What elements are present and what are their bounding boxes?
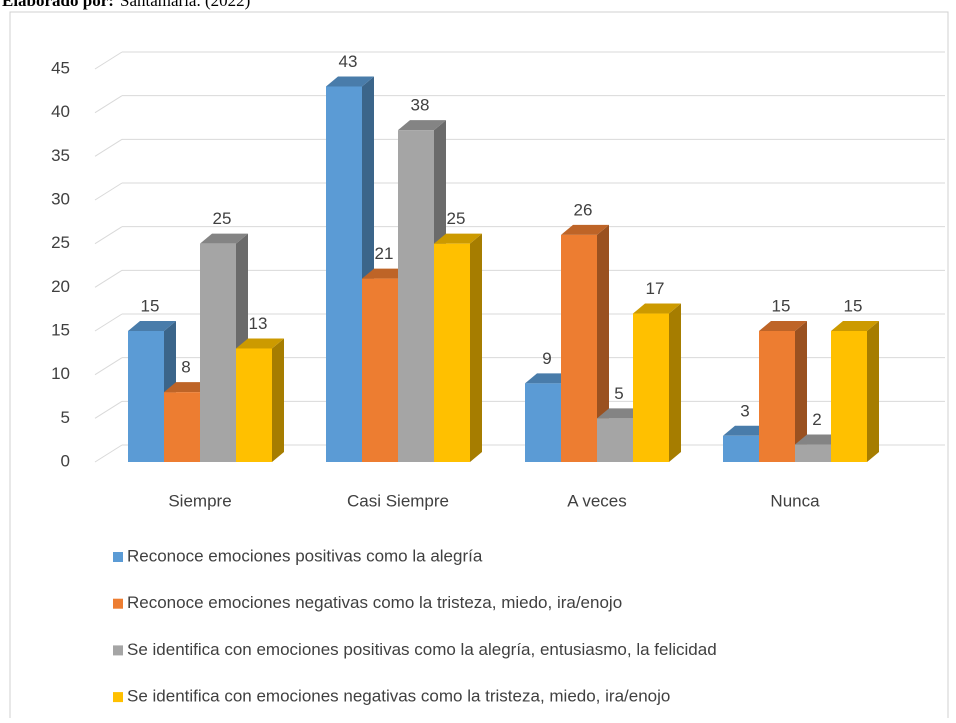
- y-tick-label: 25: [51, 233, 70, 252]
- y-tick-label: 5: [61, 408, 70, 427]
- grid-line: [94, 138, 123, 157]
- y-tick-label: 35: [51, 146, 70, 165]
- legend-label: Reconoce emociones positivas como la ale…: [127, 546, 483, 565]
- y-tick-label: 30: [51, 189, 70, 208]
- grid-line: [94, 400, 123, 419]
- bar-top: [326, 76, 374, 87]
- bar: [200, 243, 236, 462]
- y-tick-label: 15: [51, 320, 70, 339]
- caption-label: Elaborado por:: [2, 0, 114, 10]
- legend-label: Reconoce emociones negativas como la tri…: [127, 593, 622, 612]
- bar-top: [398, 120, 446, 131]
- data-label: 43: [339, 52, 358, 71]
- x-tick-label: Siempre: [168, 491, 231, 510]
- bar: [398, 130, 434, 462]
- y-tick-label: 0: [61, 451, 70, 470]
- bar: [362, 278, 398, 462]
- bar-side: [669, 303, 681, 462]
- bar-top: [831, 321, 879, 331]
- bar: [759, 331, 795, 462]
- x-tick-label: Casi Siempre: [347, 491, 449, 510]
- data-label: 8: [181, 358, 190, 377]
- data-label: 25: [213, 209, 232, 228]
- bar-side: [597, 224, 609, 462]
- bar: [561, 234, 597, 462]
- bar-top: [633, 303, 681, 314]
- grid-line: [94, 444, 123, 463]
- legend-swatch: [113, 552, 123, 562]
- bar-top: [128, 321, 176, 331]
- data-label: 26: [574, 200, 593, 219]
- caption-text: Santamaría. (2022): [120, 0, 250, 10]
- grid-line: [94, 269, 123, 288]
- data-label: 25: [447, 209, 466, 228]
- data-label: 5: [614, 384, 623, 403]
- grid-line: [94, 95, 123, 114]
- bar: [831, 331, 867, 462]
- y-tick-label: 20: [51, 277, 70, 296]
- grid-line: [94, 51, 123, 70]
- bar: [597, 418, 633, 462]
- bar: [795, 444, 831, 462]
- x-tick-label: Nunca: [770, 491, 820, 510]
- data-label: 9: [542, 349, 551, 368]
- bar-side: [272, 338, 284, 462]
- bar-top: [236, 338, 284, 349]
- grid-line: [94, 357, 123, 376]
- data-label: 15: [844, 296, 863, 315]
- grid-line: [94, 226, 123, 245]
- data-label: 21: [375, 244, 394, 263]
- data-label: 2: [812, 410, 821, 429]
- grid-line: [94, 182, 123, 201]
- legend-label: Se identifica con emociones positivas co…: [127, 640, 717, 659]
- bar-top: [200, 233, 248, 244]
- data-label: 13: [249, 314, 268, 333]
- legend-label: Se identifica con emociones negativas co…: [127, 687, 670, 706]
- x-tick-label: A veces: [567, 491, 627, 510]
- data-label: 3: [740, 401, 749, 420]
- bar: [164, 392, 200, 462]
- bar-side: [795, 321, 807, 462]
- data-label: 15: [772, 296, 791, 315]
- y-tick-label: 40: [51, 102, 70, 121]
- legend-swatch: [113, 692, 123, 703]
- grid-line: [94, 313, 123, 332]
- legend-swatch: [113, 598, 123, 609]
- legend-swatch: [113, 645, 123, 656]
- bar-top: [434, 233, 482, 244]
- data-label: 38: [411, 96, 430, 115]
- bar: [326, 86, 362, 462]
- data-label: 17: [646, 279, 665, 298]
- bar-side: [470, 233, 482, 462]
- bar: [633, 313, 669, 462]
- bar: [723, 435, 759, 462]
- bar: [434, 243, 470, 462]
- bar-top: [561, 224, 609, 235]
- bar: [525, 383, 561, 462]
- bar: [236, 348, 272, 462]
- y-tick-label: 45: [51, 58, 70, 77]
- bar-side: [867, 321, 879, 462]
- bar: [128, 331, 164, 462]
- bar-top: [759, 321, 807, 331]
- data-label: 15: [141, 296, 160, 315]
- y-tick-label: 10: [51, 364, 70, 383]
